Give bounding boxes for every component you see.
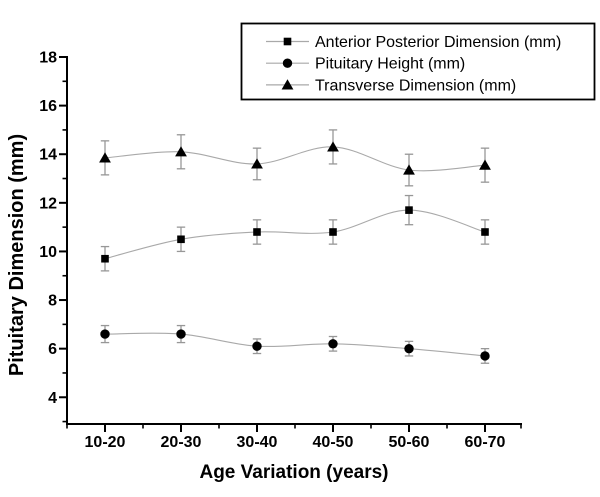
data-point-marker-circle: [480, 351, 490, 361]
legend-entry: Anterior Posterior Dimension (mm): [266, 34, 561, 51]
y-tick-label: 14: [39, 147, 57, 164]
y-axis-title: Pituitary Dimension (mm): [6, 134, 28, 376]
legend-entry: Transverse Dimension (mm): [266, 77, 516, 94]
data-point-marker-triangle: [281, 79, 294, 90]
x-tick-label: 10-20: [85, 434, 126, 451]
series-triangle: [99, 129, 491, 187]
series-line: [104, 209, 486, 260]
data-point-marker-square: [177, 235, 185, 244]
data-point-marker-triangle: [99, 152, 111, 163]
data-point-marker-triangle: [479, 159, 491, 170]
axes: 4 6 8 10 12 14 16 18 10-20 20-30 30-40 40-50 50-60 60…: [39, 50, 522, 451]
axis-spines: [66, 56, 522, 425]
y-tick-label: 8: [48, 293, 57, 310]
y-tick-label: 4: [48, 390, 57, 407]
data-point-marker-circle: [328, 339, 338, 349]
data-point-marker-triangle: [251, 158, 263, 169]
y-tick-label: 18: [39, 50, 57, 67]
data-point-marker-triangle: [175, 146, 187, 157]
data-point-marker-triangle: [327, 141, 339, 152]
legend-label: Pituitary Height (mm): [315, 56, 465, 73]
x-axis-title: Age Variation (years): [199, 462, 388, 483]
series-line: [104, 146, 486, 172]
data-point-marker-circle: [100, 329, 110, 339]
legend-label: Anterior Posterior Dimension (mm): [315, 34, 561, 51]
x-tick-label: 50-60: [389, 434, 430, 451]
x-tick-label: 30-40: [237, 434, 278, 451]
x-tick-label: 40-50: [313, 434, 354, 451]
legend-entry: Pituitary Height (mm): [266, 56, 465, 73]
data-point-marker-square: [481, 228, 489, 236]
legend-items: Anterior Posterior Dimension (mm) Pituita…: [266, 34, 561, 94]
x-tick-label: 60-70: [465, 434, 506, 451]
data-point-marker-square: [253, 228, 261, 236]
data-point-marker-square: [283, 37, 292, 46]
data-point-marker-circle: [252, 341, 262, 351]
data-point-marker-circle: [282, 58, 293, 68]
data-point-marker-circle: [176, 329, 186, 339]
legend: Anterior Posterior Dimension (mm) Pituita…: [240, 22, 596, 101]
y-tick-label: 16: [39, 98, 57, 115]
data-point-marker-square: [405, 206, 413, 214]
data-point-marker-square: [101, 254, 109, 263]
x-tick-label: 20-30: [161, 434, 202, 451]
data-point-marker-square: [329, 228, 337, 236]
y-tick-label: 12: [39, 195, 57, 212]
series-square: [100, 194, 490, 272]
series-line: [104, 332, 486, 357]
data-point-marker-circle: [404, 343, 414, 354]
legend-label: Transverse Dimension (mm): [315, 77, 516, 94]
y-tick-label: 10: [39, 244, 57, 261]
legend-box: [240, 22, 596, 101]
series-circle: [100, 324, 490, 364]
data-point-marker-triangle: [403, 164, 415, 175]
y-tick-label: 6: [48, 341, 57, 358]
data-series: [99, 129, 491, 364]
